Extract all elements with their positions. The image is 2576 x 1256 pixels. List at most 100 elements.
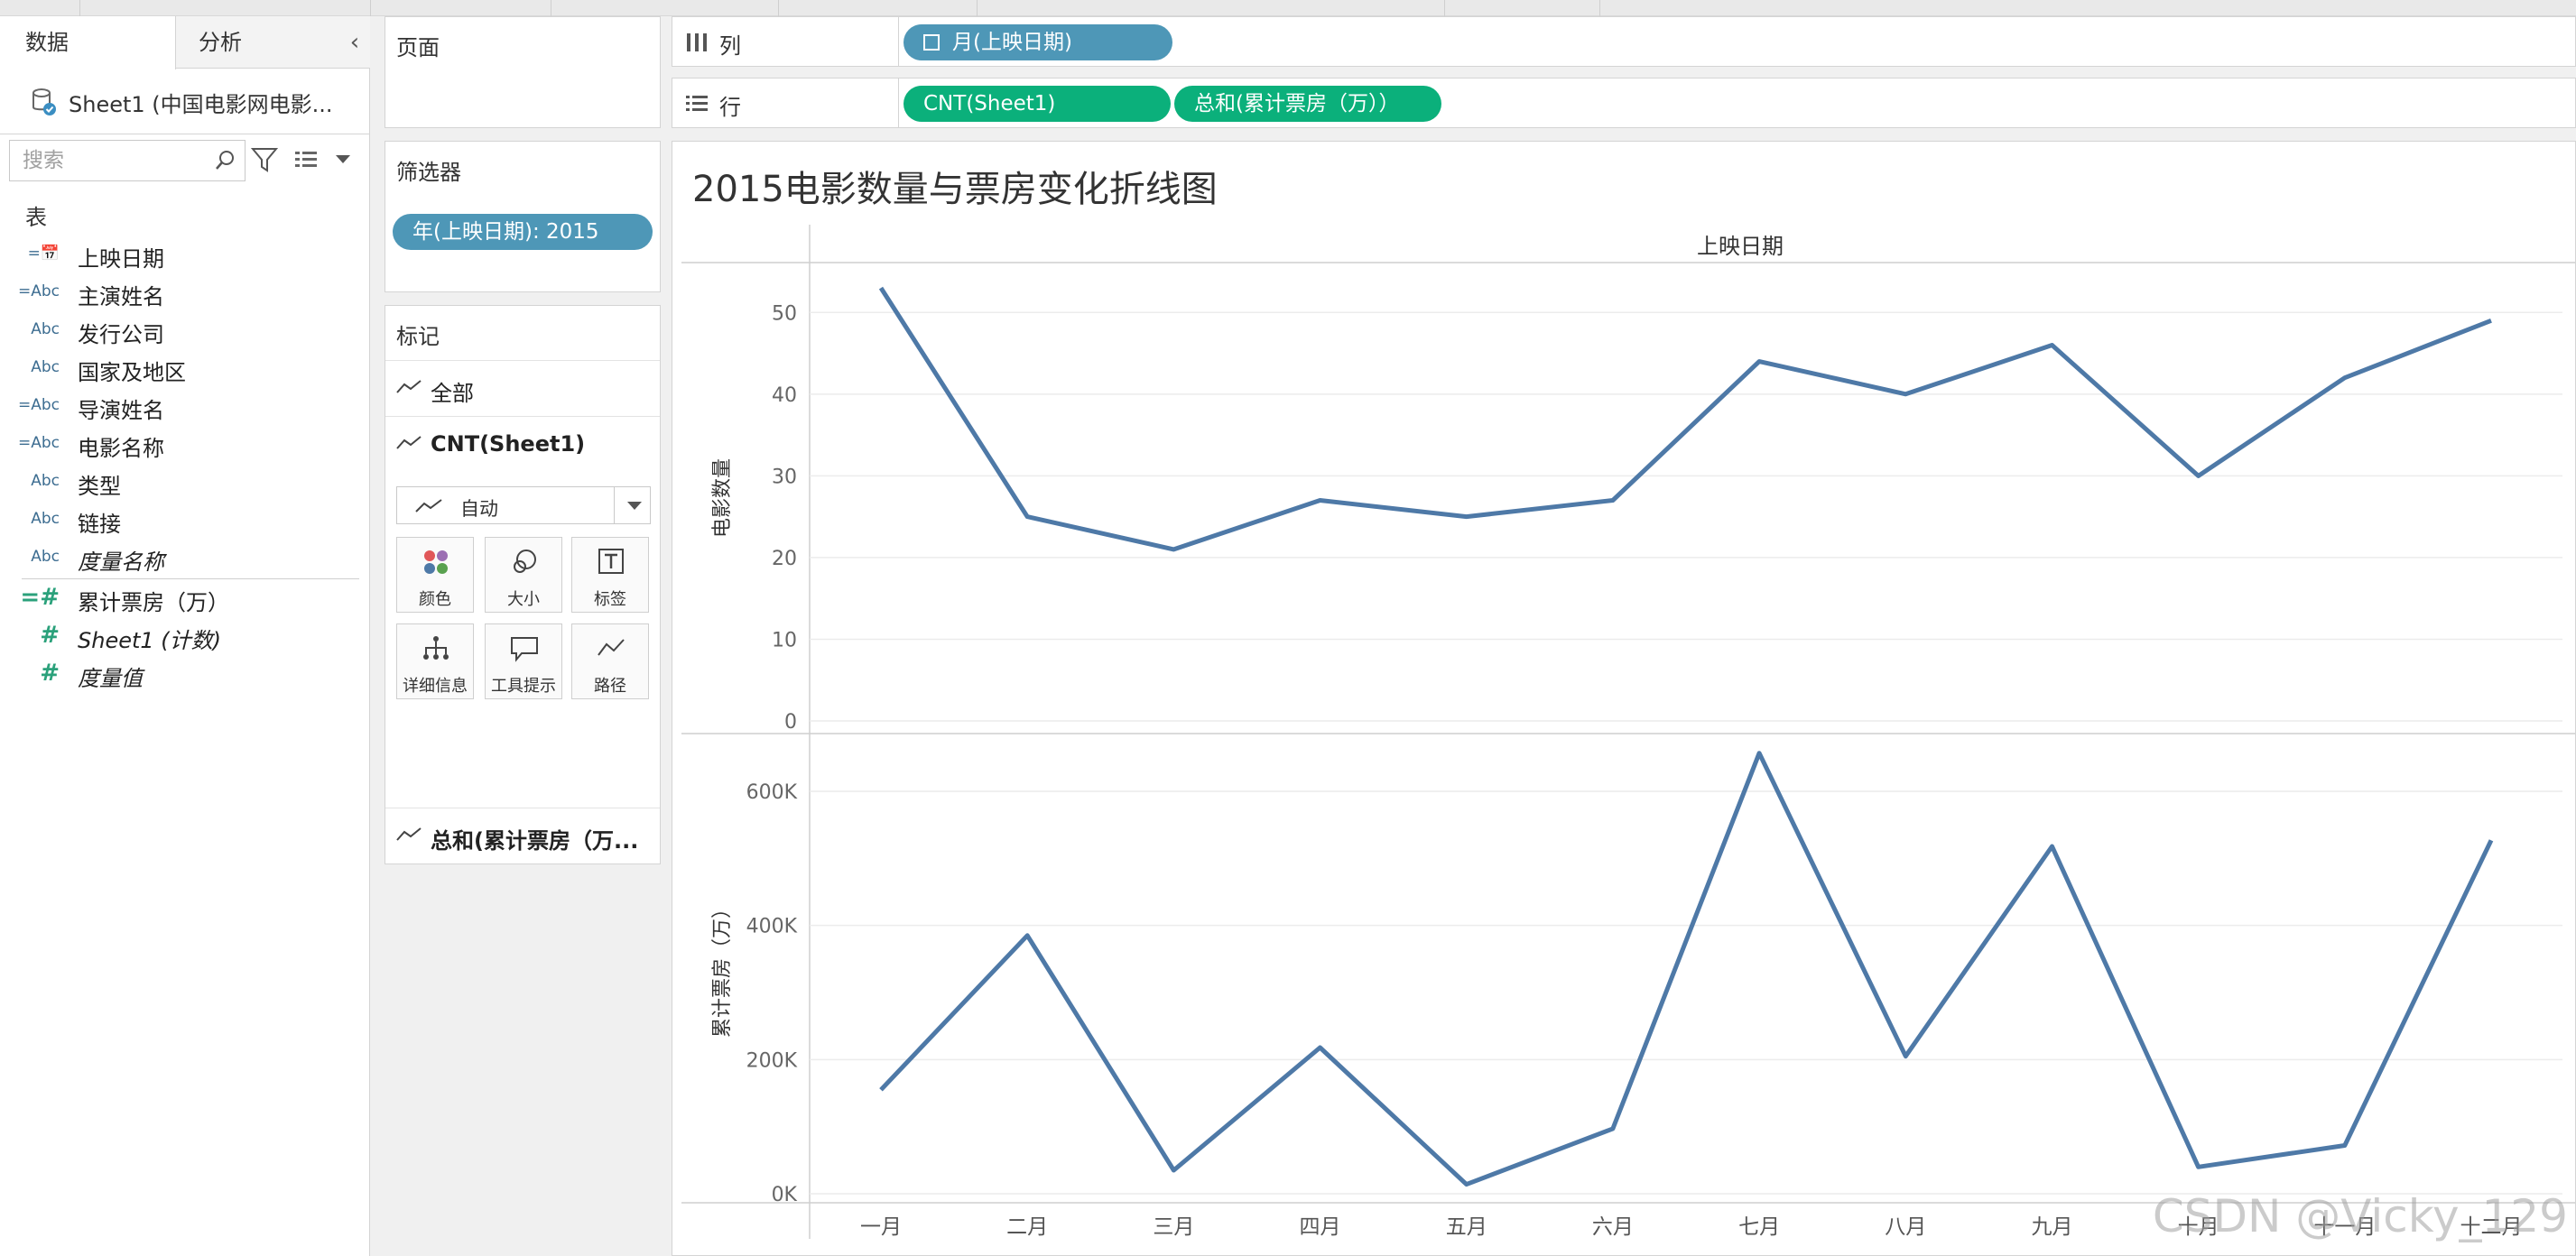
size-button[interactable]: 大小 <box>485 537 562 613</box>
string-type-icon: Abc <box>31 320 60 338</box>
database-icon <box>32 88 56 115</box>
field-label: 度量名称 <box>78 550 164 575</box>
rows-icon <box>686 96 708 111</box>
columns-pill-month[interactable]: 月(上映日期) <box>903 24 1172 60</box>
expand-icon[interactable] <box>923 34 940 51</box>
toolbar-separator <box>977 0 978 16</box>
field-label: Sheet1 (计数) <box>78 628 222 653</box>
x-tick-label: 五月 <box>1446 1215 1487 1239</box>
top-toolbar-strip <box>0 0 2576 16</box>
y-tick-label: 10 <box>772 629 797 651</box>
color-icon <box>424 550 448 574</box>
line-mark-icon <box>415 499 442 513</box>
field-item[interactable]: Abc 类型 <box>0 463 370 501</box>
label-button[interactable]: 标签 <box>571 537 649 613</box>
path-button[interactable]: 路径 <box>571 623 649 699</box>
tab-analysis[interactable]: 分析 <box>199 30 242 55</box>
mark-type-dropdown[interactable]: 自动 <box>396 486 651 524</box>
y-axis-label: 累计票房（万） <box>711 899 734 1038</box>
worksheet-view: 2015电影数量与票房变化折线图 上映日期 0 10 20 30 40 50 电影数量 0K 20… <box>672 141 2576 1256</box>
field-item[interactable]: Abc 链接 <box>0 501 370 539</box>
divider <box>898 78 899 127</box>
search-icon[interactable] <box>214 149 237 172</box>
tooltip-icon <box>511 637 538 662</box>
field-item[interactable]: Abc 发行公司 <box>0 311 370 349</box>
field-item[interactable]: Abc 国家及地区 <box>0 349 370 387</box>
y-tick-label: 40 <box>772 384 797 407</box>
y-axis-label: 电影数量 <box>711 458 734 538</box>
tooltip-label: 工具提示 <box>491 677 556 696</box>
divider <box>898 17 899 66</box>
string-type-icon: Abc <box>31 358 60 376</box>
y-tick-label: 200K <box>746 1049 798 1072</box>
mark-type-label: 自动 <box>460 498 498 520</box>
chevron-down-icon[interactable] <box>334 153 352 166</box>
line-chart: 上映日期 0 10 20 30 40 50 电影数量 0K 200K 400K 600K 累计票房（万）… <box>681 225 2575 1239</box>
rows-pill-count[interactable]: CNT(Sheet1) <box>903 86 1171 122</box>
marks-sum-row[interactable]: 总和(累计票房（万... <box>385 808 660 864</box>
search-input[interactable] <box>10 141 208 180</box>
detail-label: 详细信息 <box>403 677 468 696</box>
tooltip-button[interactable]: 工具提示 <box>485 623 562 699</box>
y-tick-label: 20 <box>772 548 797 570</box>
field-item[interactable]: =Abc 主演姓名 <box>0 273 370 311</box>
x-tick-label: 十月 <box>2178 1215 2219 1239</box>
x-axis-title: 上映日期 <box>1697 234 1784 259</box>
pages-card[interactable]: 页面 <box>385 16 661 128</box>
rows-shelf[interactable]: 行 CNT(Sheet1) 总和(累计票房（万）） <box>672 78 2576 128</box>
field-item[interactable]: # 度量值 <box>0 655 370 693</box>
x-tick-label: 二月 <box>1006 1215 1048 1239</box>
measure-type-icon: # <box>40 622 60 649</box>
watermark: CSDN @Vicky_129 <box>2152 1190 2568 1242</box>
field-label: 国家及地区 <box>78 360 186 385</box>
field-item[interactable]: =📅 上映日期 <box>0 236 370 273</box>
search-box <box>9 140 246 181</box>
y-tick-label: 0 <box>784 711 797 734</box>
data-pane: 数据 分析 ‹ Sheet1 (中国电影网电影... 表 =📅 上映日期 =Abc 主… <box>0 16 370 1256</box>
path-label: 路径 <box>594 677 626 696</box>
movie-count-line <box>878 286 2492 552</box>
toolbar-separator <box>79 0 80 16</box>
tab-data[interactable]: 数据 <box>0 16 176 69</box>
columns-label: 列 <box>719 33 741 59</box>
field-item[interactable]: =Abc 电影名称 <box>0 425 370 463</box>
field-item[interactable]: =Abc 导演姓名 <box>0 387 370 425</box>
marks-cnt-row[interactable]: CNT(Sheet1) <box>385 416 660 472</box>
columns-pill-label: 月(上映日期) <box>952 31 1072 54</box>
filter-icon[interactable] <box>251 145 278 174</box>
collapse-pane-icon[interactable]: ‹ <box>349 29 360 56</box>
y-tick-label: 0K <box>772 1184 798 1206</box>
columns-shelf[interactable]: 列 月(上映日期) <box>672 16 2576 67</box>
dimension-measure-divider <box>22 578 359 579</box>
label-icon <box>598 549 624 574</box>
x-tick-label: 十一月 <box>2313 1215 2376 1239</box>
string-type-icon: =Abc <box>18 282 60 300</box>
field-item[interactable]: Abc 度量名称 <box>0 539 370 577</box>
marks-title: 标记 <box>396 324 440 349</box>
toolbar-separator <box>370 0 371 16</box>
line-mark-icon <box>396 827 422 841</box>
size-icon <box>514 550 536 573</box>
detail-icon <box>423 636 449 660</box>
detail-button[interactable]: 详细信息 <box>396 623 474 699</box>
field-item[interactable]: # Sheet1 (计数) <box>0 617 370 655</box>
list-view-icon[interactable] <box>294 148 318 171</box>
field-label: 类型 <box>78 474 121 499</box>
rows-pill-boxoffice[interactable]: 总和(累计票房（万）） <box>1174 86 1441 122</box>
marks-all-row[interactable]: 全部 <box>385 360 660 416</box>
color-button[interactable]: 颜色 <box>396 537 474 613</box>
boxoffice-line <box>879 751 2494 1187</box>
field-label: 累计票房（万） <box>78 590 229 615</box>
filters-card[interactable]: 筛选器 年(上映日期): 2015 <box>385 141 661 292</box>
field-item[interactable]: =# 累计票房（万） <box>0 579 370 617</box>
x-tick-label: 十二月 <box>2460 1215 2523 1239</box>
chart-title: 2015电影数量与票房变化折线图 <box>692 169 1218 210</box>
field-label: 导演姓名 <box>78 398 164 423</box>
toolbar-separator <box>1444 0 1445 16</box>
string-type-icon: Abc <box>31 472 60 490</box>
label-label: 标签 <box>594 590 626 609</box>
y-tick-label: 50 <box>772 302 797 325</box>
field-label: 度量值 <box>78 666 143 691</box>
filter-pill-year[interactable]: 年(上映日期): 2015 <box>393 214 653 250</box>
datasource-item[interactable]: Sheet1 (中国电影网电影... <box>0 78 370 123</box>
